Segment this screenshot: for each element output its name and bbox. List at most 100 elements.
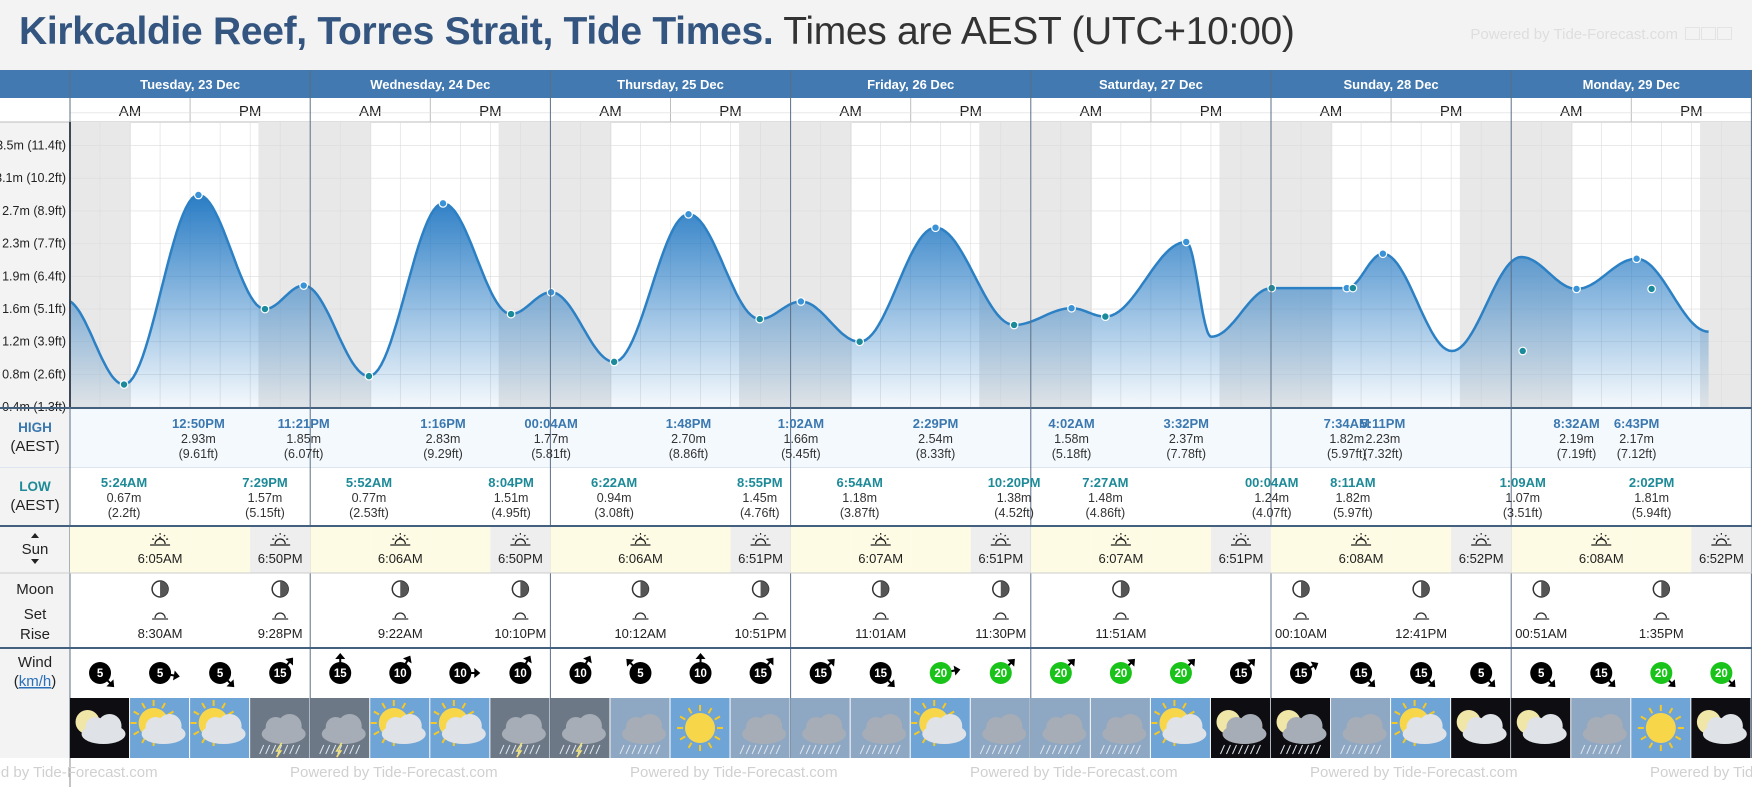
moonset-time: 10:12AM bbox=[614, 626, 666, 641]
y-tick-label: 1.2m (3.9ft) bbox=[2, 335, 66, 349]
sunset-icon bbox=[270, 533, 291, 546]
am-label: AM bbox=[1080, 103, 1103, 120]
high-tide-time: 8:32AM bbox=[1553, 416, 1599, 431]
sun-cell bbox=[1631, 527, 1692, 573]
wind-indicator: 10 bbox=[389, 655, 412, 684]
weather-rain-icon bbox=[1571, 698, 1631, 758]
wind-indicator: 5 bbox=[209, 662, 235, 688]
high-tide-point bbox=[1632, 254, 1642, 264]
moonset-time: 12:41PM bbox=[1395, 626, 1447, 641]
low-tide-m: 1.07m bbox=[1505, 491, 1540, 505]
sunrise-time: 6:08AM bbox=[1339, 551, 1384, 566]
weather-rain-icon bbox=[1331, 698, 1391, 758]
y-tick-label: 1.6m (5.1ft) bbox=[2, 302, 66, 316]
high-tide-point bbox=[1067, 303, 1076, 313]
high-tide-point bbox=[194, 190, 203, 200]
sun-expand-down-icon[interactable] bbox=[31, 559, 39, 564]
high-tide-point bbox=[546, 287, 556, 297]
sunrise-icon bbox=[1351, 533, 1372, 546]
low-tide-m: 1.38m bbox=[997, 491, 1032, 505]
sunset-time: 6:52PM bbox=[1459, 551, 1504, 566]
low-tide-ft: (5.97ft) bbox=[1333, 506, 1373, 520]
wind-indicator: 20 bbox=[1650, 662, 1676, 688]
low-tide-point bbox=[1647, 284, 1657, 294]
label-column-bg bbox=[0, 70, 70, 758]
high-tide-time: 1:16PM bbox=[420, 416, 466, 431]
high-tide-point bbox=[1378, 249, 1388, 259]
wind-indicator: 10 bbox=[449, 662, 481, 684]
low-tide-m: 1.81m bbox=[1634, 491, 1669, 505]
wind-indicator: 5 bbox=[1470, 662, 1496, 688]
am-label: AM bbox=[1560, 103, 1583, 120]
am-label: AM bbox=[1320, 103, 1343, 120]
high-row-bg bbox=[70, 408, 1752, 467]
footer-powered-by: Powered by Tide-Forecast.com bbox=[970, 764, 1178, 781]
sun-cell bbox=[790, 527, 851, 573]
pm-label: PM bbox=[960, 103, 983, 120]
low-tide-time: 7:27AM bbox=[1082, 475, 1128, 490]
wind-indicator: 15 bbox=[1290, 661, 1319, 684]
low-tide-time: 8:04PM bbox=[488, 475, 534, 490]
low-tide-ft: (4.95ft) bbox=[491, 506, 531, 520]
tide-line bbox=[70, 193, 1709, 386]
weather-cloudy-night-icon bbox=[1511, 698, 1571, 758]
pm-label: PM bbox=[479, 103, 502, 120]
high-tide-point bbox=[1181, 237, 1191, 247]
sun-cell bbox=[70, 527, 131, 573]
low-tide-ft: (3.87ft) bbox=[840, 506, 880, 520]
sunrise-time: 6:07AM bbox=[1098, 551, 1143, 566]
low-tide-point bbox=[1267, 283, 1277, 293]
low-tide-ft: (5.15ft) bbox=[245, 506, 285, 520]
y-tick-label: 3.5m (11.4ft) bbox=[0, 138, 66, 152]
low-tide-ft: (4.86ft) bbox=[1086, 506, 1126, 520]
sun-cell bbox=[1030, 527, 1091, 573]
low-tide-point bbox=[119, 380, 129, 389]
low-tide-ft: (4.76ft) bbox=[740, 506, 780, 520]
wind-unit-link[interactable]: km/h bbox=[19, 673, 52, 690]
low-tide-point bbox=[609, 357, 619, 367]
moon-phase-icon bbox=[391, 580, 410, 598]
sunrise-time: 6:08AM bbox=[1579, 551, 1624, 566]
wind-speed: 5 bbox=[157, 668, 164, 680]
low-tide-time: 1:09AM bbox=[1500, 475, 1546, 490]
weather-thunder-rain-icon bbox=[490, 698, 550, 758]
weather-partly-cloudy-icon bbox=[370, 698, 430, 758]
high-tide-time: 3:32PM bbox=[1163, 416, 1209, 431]
ampm-bar bbox=[0, 98, 1752, 122]
powered-by-top[interactable]: Powered by Tide-Forecast.com bbox=[1470, 26, 1732, 43]
low-tide-time: 00:04AM bbox=[1245, 475, 1298, 490]
am-label: AM bbox=[599, 103, 622, 120]
wind-indicator: 15 bbox=[1350, 662, 1376, 688]
sunset-icon bbox=[510, 533, 531, 546]
weather-rain-icon bbox=[1030, 698, 1090, 758]
timezone-note: Times are AEST (UTC+10:00) bbox=[783, 10, 1295, 53]
day-label: Thursday, 25 Dec bbox=[617, 77, 724, 92]
weather-thunder-rain-icon bbox=[250, 698, 310, 758]
high-tide-time: 11:21PM bbox=[278, 416, 330, 431]
high-tide-time: 2:29PM bbox=[913, 416, 959, 431]
low-tide-ft: (2.2ft) bbox=[108, 506, 141, 520]
wind-indicator: 5 bbox=[89, 662, 115, 688]
wind-indicator: 15 bbox=[809, 658, 835, 684]
moonrise-time: 00:51AM bbox=[1515, 626, 1567, 641]
wind-indicator: 20 bbox=[1049, 658, 1075, 684]
wind-speed: 5 bbox=[217, 668, 224, 680]
day-header-bar bbox=[0, 70, 1752, 98]
high-tide-m: 2.93m bbox=[181, 432, 216, 446]
wind-indicator: 10 bbox=[509, 655, 532, 684]
wind-speed: 15 bbox=[814, 668, 827, 680]
high-tide-point bbox=[931, 223, 940, 233]
high-tide-time: 4:02AM bbox=[1048, 416, 1094, 431]
low-tide-time: 10:20PM bbox=[988, 475, 1041, 490]
low-tide-point bbox=[855, 337, 865, 347]
sunset-icon bbox=[990, 533, 1011, 546]
sun-expand-up-icon[interactable] bbox=[31, 533, 39, 538]
weather-sunny-icon bbox=[1631, 698, 1691, 758]
day-label: Wednesday, 24 Dec bbox=[370, 77, 490, 92]
day-label: Sunday, 28 Dec bbox=[1344, 77, 1439, 92]
moonset-time: 8:30AM bbox=[138, 626, 183, 641]
moonset-time: 9:22AM bbox=[378, 626, 423, 641]
row-labels: HIGH (AEST) LOW (AEST) Sun Moon Set Rise Wind (km… bbox=[10, 420, 59, 690]
high-tide-point bbox=[1572, 284, 1581, 294]
sun-cell bbox=[1391, 527, 1452, 573]
